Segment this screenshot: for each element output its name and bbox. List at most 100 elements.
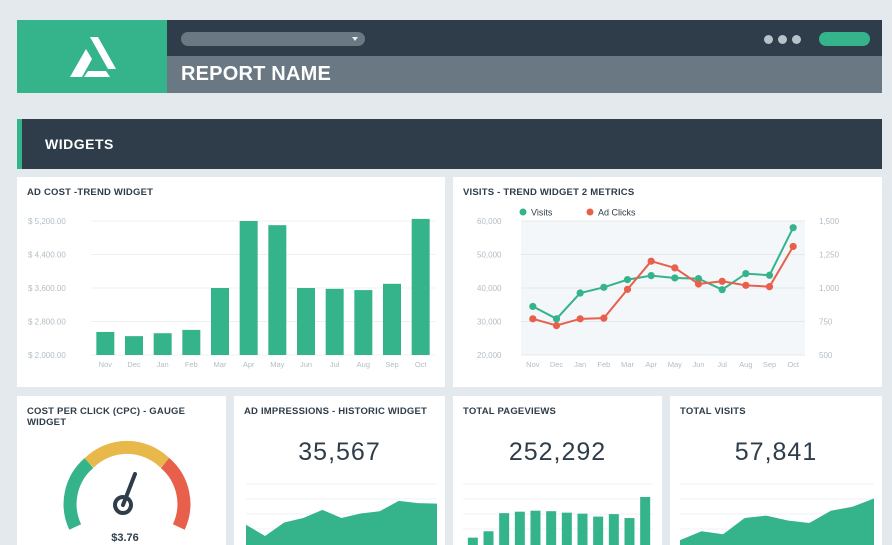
y-tick-label: $ 4,400.00 (28, 251, 66, 260)
more-options-icon[interactable] (764, 35, 801, 44)
spark-bar (608, 514, 619, 545)
spark-bar (499, 513, 510, 545)
impressions-sparkline (246, 483, 437, 545)
data-point (742, 281, 750, 289)
ad-cost-widget[interactable]: AD COST -TREND WIDGET $ 5,200.00 $ 4,400.… (17, 177, 445, 387)
pageviews-value: 252,292 (508, 438, 607, 466)
area-fill (680, 498, 874, 545)
data-point (600, 283, 608, 291)
impressions-value: 35,567 (298, 438, 381, 466)
x-tick-label: Mar (621, 360, 634, 369)
spark-bar (640, 496, 651, 545)
y-tick-label-left: 40,000 (477, 284, 502, 293)
legend-marker (519, 208, 527, 216)
legend-label: Visits (531, 208, 553, 218)
series-line-visits (532, 227, 795, 321)
x-tick-label: May (270, 360, 284, 369)
y-tick-label-right: 500 (819, 351, 833, 360)
legend-label: Ad Clicks (598, 208, 636, 218)
spark-bar (530, 510, 541, 545)
data-point (600, 314, 608, 322)
gauge-pivot (113, 495, 133, 515)
y-tick-label: $ 5,200.00 (28, 217, 66, 226)
pageviews-sparkbars (463, 483, 653, 545)
y-tick-label: $ 3,600.00 (28, 284, 66, 293)
y-tick-label-left: 30,000 (477, 318, 502, 327)
x-tick-label: Jun (300, 360, 312, 369)
spark-bar (467, 537, 478, 545)
data-point (694, 275, 703, 283)
x-tick-label: Aug (357, 360, 370, 369)
y-tick-label-right: 1,250 (819, 251, 840, 260)
report-selector-dropdown[interactable] (181, 32, 365, 46)
data-point (552, 321, 561, 330)
gauge-arc-red (160, 458, 191, 530)
gauge-arc-green (63, 458, 94, 530)
impressions-widget[interactable]: AD IMPRESSIONS - HISTORIC WIDGET 35,567 (234, 396, 445, 545)
report-header: REPORT NAME (17, 20, 882, 93)
data-point (742, 269, 750, 278)
data-point (529, 315, 537, 323)
data-point (576, 315, 584, 323)
x-tick-label: Nov (99, 360, 113, 369)
bar (383, 283, 401, 355)
widget-title: AD COST -TREND WIDGET (27, 187, 154, 198)
visits-widget[interactable]: VISITS - TREND WIDGET 2 METRICS 60,000 50… (453, 177, 882, 387)
bar (211, 288, 229, 355)
spark-bar (624, 518, 635, 545)
data-point (671, 274, 679, 282)
total-visits-sparkline (680, 483, 874, 545)
data-point (552, 315, 561, 323)
header-toolbar (167, 20, 882, 56)
x-tick-label: Sep (763, 360, 776, 369)
bar (354, 290, 373, 355)
report-title-bar: REPORT NAME (167, 56, 882, 93)
y-tick-label: $ 2,000.00 (28, 351, 66, 360)
section-header: WIDGETS (17, 119, 882, 169)
spark-bar (577, 513, 588, 545)
x-tick-label: Jul (717, 360, 727, 369)
x-tick-label: Dec (127, 360, 141, 369)
cpc-widget[interactable]: COST PER CLICK (CPC) - GAUGE WIDGET $3.7… (17, 396, 226, 545)
total-visits-value: 57,841 (734, 438, 818, 466)
bar (411, 218, 430, 355)
bar (125, 336, 143, 355)
data-point (765, 283, 774, 291)
app-logo[interactable] (17, 20, 167, 93)
cpc-gauge: $3.76 (63, 440, 191, 544)
widget-title: TOTAL VISITS (680, 406, 746, 417)
dot-icon (764, 35, 773, 44)
x-tick-label: Mar (214, 360, 227, 369)
data-point (623, 276, 632, 284)
x-tick-label: Oct (415, 360, 428, 369)
ad-cost-chart: $ 5,200.00 $ 4,400.00 $ 3,600.00 $ 2,800.00… (28, 217, 435, 369)
spark-bar (593, 516, 604, 545)
header-action-button[interactable] (819, 32, 870, 46)
data-point (694, 280, 703, 288)
widget-title: COST PER CLICK (CPC) - GAUGE WIDGET (27, 406, 186, 428)
spark-bar (483, 531, 494, 545)
total-visits-widget[interactable]: TOTAL VISITS 57,841 (670, 396, 882, 545)
data-point (789, 224, 797, 232)
y-tick-label-right: 750 (819, 318, 833, 327)
y-tick-label-left: 60,000 (477, 217, 502, 226)
bar (239, 221, 258, 355)
widget-title: VISITS - TREND WIDGET 2 METRICS (463, 187, 635, 198)
visits-chart: 60,000 50,000 40,000 30,000 20,000 1,500 1,250… (477, 208, 840, 370)
widget-title: AD IMPRESSIONS - HISTORIC WIDGET (244, 406, 428, 417)
report-title: REPORT NAME (181, 63, 331, 85)
data-point (647, 257, 655, 265)
dot-icon (792, 35, 801, 44)
x-tick-label: Jul (330, 360, 340, 369)
y-tick-label-right: 1,000 (819, 284, 840, 293)
pageviews-widget[interactable]: TOTAL PAGEVIEWS 252,292 (453, 396, 662, 545)
data-point (576, 289, 584, 297)
gauge-value: $3.76 (111, 532, 139, 544)
bar (297, 288, 315, 355)
chevron-down-icon (352, 37, 358, 41)
legend-marker (586, 208, 594, 216)
x-tick-label: Jun (692, 360, 704, 369)
data-point (765, 271, 774, 279)
logo-icon (70, 36, 116, 77)
gauge-needle (121, 472, 137, 507)
